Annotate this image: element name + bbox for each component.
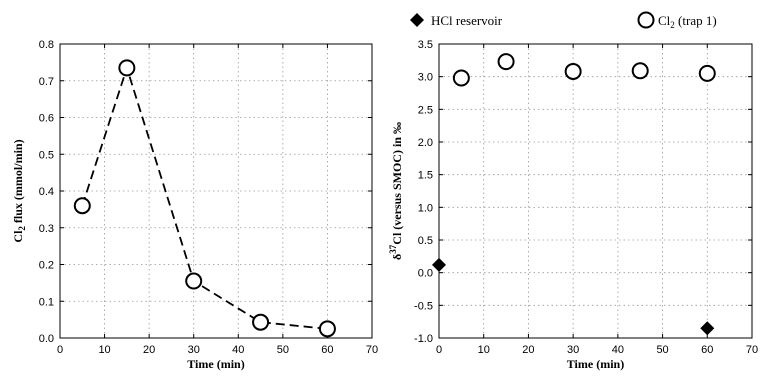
isotope-plot-frame	[438, 43, 753, 339]
flux-x-tick-label: 50	[277, 344, 289, 356]
isotope-x-tick-label: 10	[478, 344, 490, 356]
flux-y-label-rest: flux (mmol/min)	[11, 139, 25, 226]
legend-diamond-marker	[410, 13, 424, 27]
flux-y-axis-label: Cl2 flux (mmol/min)	[11, 139, 27, 242]
legend-label-hcl-reservoir: HCl reservoir	[431, 13, 503, 28]
flux-y-tick-label: 0.4	[39, 186, 54, 198]
legend-circle-marker	[637, 11, 655, 29]
isotope-ticks: 0 10 20 30 40 50 60 70 -1.0 -0.5 0.0 0.5 1.0 1.5 2.0 2.…	[414, 39, 758, 356]
isotope-x-tick-label: 60	[701, 344, 713, 356]
isotope-y-tick-label: 3.5	[418, 39, 433, 51]
legend-cl2-sub: 2	[670, 20, 675, 30]
flux-y-tick-label: 0.0	[39, 333, 54, 345]
isotope-x-tick-label: 50	[656, 344, 668, 356]
flux-y-tick-label: 0.1	[39, 296, 54, 308]
legend-label-cl2-trap: Cl2 (trap 1)	[658, 13, 717, 30]
flux-y-label-main: Cl	[11, 230, 25, 243]
isotope-y-tick-label: 2.0	[418, 137, 433, 149]
isotope-y-label-sup: 37	[388, 244, 398, 254]
flux-x-tick-label: 60	[321, 344, 333, 356]
legend-cl2-rest: (trap 1)	[675, 13, 717, 28]
isotope-y-tick-label: -1.0	[414, 333, 433, 345]
flux-circle-point	[185, 272, 203, 290]
flux-x-tick-label: 0	[57, 344, 63, 356]
isotope-circle-point	[564, 62, 582, 80]
flux-circle-point	[73, 197, 91, 215]
flux-y-tick-label: 0.2	[39, 260, 54, 272]
flux-x-tick-label: 20	[143, 344, 155, 356]
isotope-y-label-pre: δ	[390, 254, 404, 260]
isotope-diamond-point	[700, 321, 715, 336]
legend-cl2-main: Cl	[658, 13, 671, 28]
isotope-x-axis-label: Time (min)	[567, 357, 624, 371]
isotope-x-tick-label: 30	[567, 344, 579, 356]
isotope-circle-point	[698, 64, 716, 82]
isotope-x-tick-label: 20	[522, 344, 534, 356]
isotope-y-tick-label: 0.0	[418, 268, 433, 280]
isotope-circle-point	[497, 53, 515, 71]
flux-circle-point	[252, 313, 270, 331]
isotope-chart: 0 10 20 30 40 50 60 70 -1.0 -0.5 0.0 0.5 1.0 1.5 2.0 2.…	[388, 11, 758, 371]
flux-y-tick-label: 0.7	[39, 76, 54, 88]
flux-x-tick-label: 70	[366, 344, 378, 356]
isotope-y-tick-label: 3.0	[418, 72, 433, 84]
isotope-x-tick-label: 40	[612, 344, 624, 356]
flux-y-tick-label: 0.3	[39, 223, 54, 235]
isotope-y-tick-label: 2.5	[418, 104, 433, 116]
isotope-circle-point	[452, 69, 470, 87]
flux-chart: 0 10 20 30 40 50 60 70 0.0 0.1 0.2 0.3 0.4 0.5 0.6 0.7 0…	[11, 39, 378, 371]
flux-circle-point	[318, 320, 336, 338]
isotope-y-label-rest: Cl (versus SMOC) in ‰	[390, 122, 404, 245]
isotope-y-axis-label: δ37Cl (versus SMOC) in ‰	[388, 122, 404, 260]
flux-y-tick-label: 0.8	[39, 39, 54, 51]
flux-series-line	[81, 64, 328, 330]
isotope-diamond-point	[432, 257, 446, 272]
flux-y-tick-label: 0.5	[39, 149, 54, 161]
isotope-grid	[439, 44, 752, 338]
isotope-y-tick-label: 1.0	[418, 202, 433, 214]
isotope-points	[432, 53, 716, 336]
flux-y-label-sub: 2	[17, 226, 27, 231]
flux-x-axis-label: Time (min)	[187, 357, 244, 371]
flux-x-tick-label: 30	[188, 344, 200, 356]
isotope-y-tick-label: 1.5	[418, 170, 433, 182]
flux-x-tick-label: 40	[232, 344, 244, 356]
isotope-legend: HCl reservoir Cl2 (trap 1)	[410, 11, 717, 30]
flux-x-tick-label: 10	[98, 344, 110, 356]
isotope-y-tick-label: 0.5	[418, 235, 433, 247]
isotope-x-tick-label: 0	[436, 344, 442, 356]
flux-points	[73, 59, 336, 338]
isotope-x-tick-label: 70	[746, 344, 758, 356]
isotope-circle-point	[631, 62, 649, 80]
flux-circle-point	[118, 59, 136, 77]
isotope-y-tick-label: -0.5	[414, 300, 433, 312]
flux-y-tick-label: 0.6	[39, 113, 54, 125]
flux-dashed-line	[81, 64, 328, 330]
